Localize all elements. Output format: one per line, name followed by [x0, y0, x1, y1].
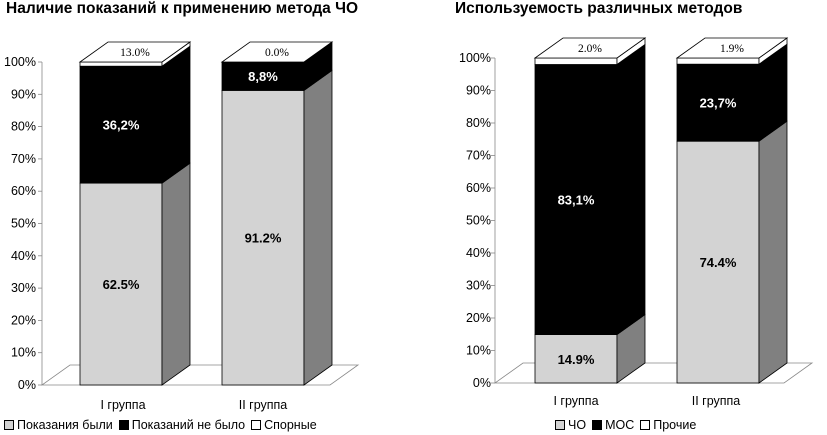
bar-data-label: 74.4% [700, 255, 737, 270]
bar-data-label: 8,8% [248, 69, 278, 84]
legend-label: МОС [605, 418, 635, 432]
legend-label: ЧО [568, 418, 587, 432]
y-tick-label: 90% [466, 84, 491, 98]
bar-top-face [220, 41, 334, 63]
legend-swatch [640, 420, 651, 430]
bar-segment [534, 334, 618, 384]
y-tick-label: 0% [473, 376, 491, 390]
bar-segment [534, 64, 618, 335]
bar-data-label: 1.9% [720, 43, 744, 55]
legend-item: МОС [592, 418, 634, 432]
bar-segment [221, 90, 305, 386]
legend-label: Показания были [17, 418, 113, 432]
bar-top-face [78, 41, 192, 63]
chart-title: Наличие показаний к применению метода ЧО [6, 0, 359, 17]
legend-swatch [118, 420, 129, 430]
bar-segment [676, 63, 760, 142]
legend-label: Прочие [653, 418, 697, 432]
bar-top-face [675, 37, 789, 59]
y-tick-label: 80% [466, 116, 491, 130]
bar-data-label: 13.0% [120, 47, 150, 59]
y-tick-label: 10% [11, 346, 36, 360]
y-tick-label: 50% [466, 214, 491, 228]
bar-data-label: 2.0% [578, 43, 602, 55]
legend-swatch [4, 420, 14, 430]
bar-segment [676, 140, 760, 384]
legend-item: Спорные [251, 418, 317, 432]
y-tick-label: 50% [11, 217, 36, 231]
bar-segment [534, 57, 618, 65]
legend-label: Показаний не было [131, 418, 246, 432]
bar-segment [676, 57, 760, 65]
y-tick-label: 40% [11, 249, 36, 263]
bar-top-face [533, 37, 647, 59]
bar-data-label: 83,1% [558, 193, 595, 208]
y-tick-label: 20% [11, 313, 36, 327]
y-tick-label: 80% [11, 120, 36, 134]
bar-data-label: 0.0% [265, 47, 289, 59]
y-tick-label: 90% [11, 87, 36, 101]
bar-side [161, 45, 191, 184]
y-tick-label: 100% [459, 51, 491, 65]
legend-item: ЧО [555, 418, 586, 432]
bar-side [303, 69, 333, 386]
bar-data-label: 23,7% [700, 96, 737, 111]
legend-item: Прочие [640, 418, 696, 432]
y-tick-label: 30% [466, 279, 491, 293]
y-tick-label: 10% [466, 344, 491, 358]
y-tick-label: 70% [466, 149, 491, 163]
bar-side [758, 120, 788, 384]
bar-data-label: 36,2% [103, 118, 140, 133]
legend-label: Спорные [264, 418, 317, 432]
y-tick-label: 100% [4, 55, 36, 69]
legend-swatch [555, 420, 565, 430]
chart-2: 0% 10% 20% 30% 40% 50% 60% 70% 80% 90% 100% 14.9% 83… [459, 37, 814, 408]
x-tick-label: II группа [692, 394, 741, 408]
bar-segment [221, 61, 305, 91]
x-tick-label: I группа [553, 394, 598, 408]
y-tick-label: 0% [18, 378, 36, 392]
legend-swatch [251, 420, 262, 430]
y-tick-label: 40% [466, 246, 491, 260]
chart-1: 0% 10% 20% 30% 40% 50% 60% 70% 80% 90% 100% 62.5% 36… [4, 41, 360, 412]
chart-legend: Показания были Показаний не было Спорные [4, 418, 323, 432]
y-tick-label: 30% [11, 281, 36, 295]
x-tick-label: II группа [239, 398, 288, 412]
bar-data-label: 62.5% [103, 277, 140, 292]
legend-swatch [592, 420, 603, 430]
bar-data-label: 14.9% [558, 352, 595, 367]
y-tick-label: 60% [11, 184, 36, 198]
bar-segment [79, 61, 163, 67]
y-tick-label: 20% [466, 311, 491, 325]
x-tick-label: I группа [100, 398, 145, 412]
legend-item: Показаний не было [118, 418, 246, 432]
y-tick-label: 70% [11, 152, 36, 166]
y-tick-label: 60% [466, 181, 491, 195]
chart-legend: ЧО МОС Прочие [555, 418, 702, 432]
chart-title: Используемость различных методов [455, 0, 743, 17]
bar-data-label: 91.2% [245, 231, 282, 246]
bar-side [616, 43, 646, 336]
bar-side [161, 162, 191, 386]
legend-item: Показания были [4, 418, 113, 432]
